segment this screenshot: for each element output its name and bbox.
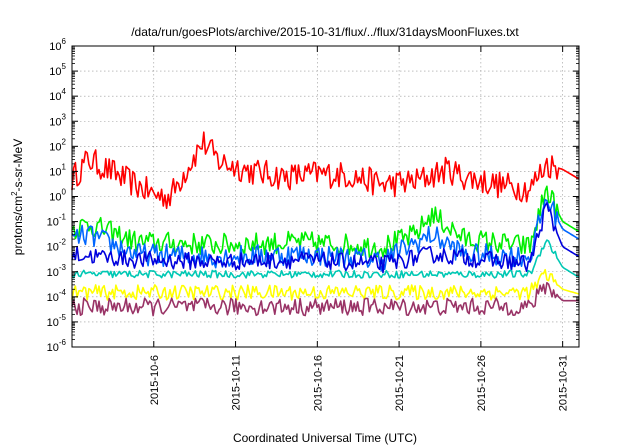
series-line-1 (71, 131, 580, 210)
y-tick-label: 10-6 (47, 338, 67, 354)
y-tick-exponent: -3 (59, 263, 67, 272)
y-tick-base: 10 (47, 317, 59, 329)
y-tick-label: 10-5 (47, 313, 67, 329)
y-axis-label-sup: 2 (10, 191, 19, 196)
y-tick-exponent: 6 (62, 37, 67, 46)
y-tick-base: 10 (49, 66, 61, 78)
x-tick-label: 2015-10-16 (312, 355, 324, 411)
y-tick-base: 10 (47, 292, 59, 304)
y-tick-base: 10 (47, 267, 59, 279)
y-tick-label: 10-1 (47, 213, 67, 229)
y-tick-base: 10 (49, 141, 61, 153)
x-tick-label: 2015-10-6 (149, 355, 161, 405)
y-tick-exponent: 2 (62, 137, 67, 146)
y-tick-exponent: 0 (62, 188, 67, 197)
series-layer (71, 131, 580, 317)
y-tick-exponent: -1 (59, 213, 67, 222)
x-tick-label: 2015-10-21 (394, 355, 406, 411)
y-tick-exponent: 5 (62, 62, 67, 71)
y-tick-label: 102 (49, 137, 66, 153)
y-tick-base: 10 (49, 91, 61, 103)
y-axis-label-suffix: -s-sr-MeV (11, 139, 25, 192)
y-tick-base: 10 (49, 166, 61, 178)
y-tick-exponent: -4 (59, 288, 67, 297)
x-tick-label: 2015-10-11 (231, 355, 243, 410)
y-tick-base: 10 (47, 242, 59, 254)
y-tick-base: 10 (47, 342, 59, 354)
y-tick-label: 106 (49, 37, 66, 53)
y-tick-exponent: -2 (59, 238, 67, 247)
x-axis-label: Coordinated Universal Time (UTC) (233, 431, 417, 445)
series-line-4 (71, 202, 580, 274)
series-line-6 (71, 268, 580, 301)
y-tick-exponent: 4 (62, 87, 67, 96)
y-axis-label-prefix: protons/cm (11, 196, 25, 255)
x-tick-labels: 2015-10-6 2015-10-11 2015-10-16 2015-10-21 2… (149, 355, 570, 411)
series-line-5 (71, 239, 580, 279)
ticks (72, 45, 579, 348)
y-tick-exponent: 1 (62, 162, 67, 171)
y-tick-label: 10-2 (47, 238, 67, 254)
y-tick-label: 100 (49, 188, 66, 204)
chart-title: /data/run/goesPlots/archive/2015-10-31/f… (131, 25, 519, 39)
y-tick-labels: 10-610-510-410-310-210-11001011021031041… (47, 37, 67, 354)
y-tick-label: 104 (49, 87, 66, 103)
x-tick-label: 2015-10-31 (558, 355, 570, 411)
y-tick-base: 10 (49, 116, 61, 128)
y-tick-exponent: -6 (59, 338, 67, 347)
y-tick-label: 10-3 (47, 263, 67, 279)
y-tick-label: 105 (49, 62, 66, 78)
y-tick-label: 10-4 (47, 288, 67, 304)
x-tick-label: 2015-10-26 (476, 355, 488, 411)
y-tick-exponent: 3 (62, 112, 67, 121)
y-tick-base: 10 (49, 192, 61, 204)
series-line-3 (71, 198, 580, 272)
y-tick-base: 10 (49, 41, 61, 53)
y-tick-exponent: -5 (59, 313, 67, 322)
series-line-7 (71, 282, 579, 317)
y-tick-label: 101 (49, 162, 66, 178)
y-tick-label: 103 (49, 112, 66, 128)
y-tick-base: 10 (47, 217, 59, 229)
y-axis-label: protons/cm2-s-sr-MeV (10, 139, 25, 255)
series-line-2 (71, 185, 580, 258)
